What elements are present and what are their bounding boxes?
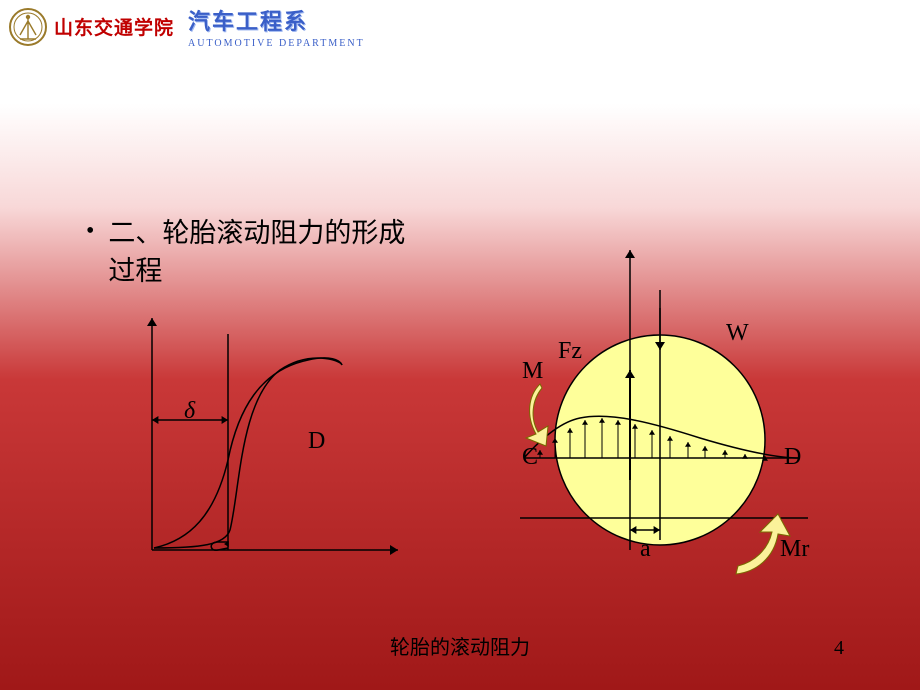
department-name-cn: 汽车工程系: [188, 4, 365, 36]
label-M: M: [522, 358, 543, 385]
university-name: 山东交通学院: [54, 13, 174, 40]
label-D-right: D: [784, 444, 801, 471]
bullet-text: 二、轮胎滚动阻力的形成过程: [108, 214, 428, 290]
bullet-dot-icon: •: [86, 214, 94, 248]
footer-title: 轮胎的滚动阻力: [390, 631, 530, 660]
page-number: 4: [834, 637, 844, 660]
left-diagram: δ D: [130, 310, 410, 590]
university-logo: [8, 7, 48, 47]
label-C: C: [522, 444, 538, 471]
bullet-item: • 二、轮胎滚动阻力的形成过程: [86, 214, 428, 290]
department-name-en: AUTOMOTIVE DEPARTMENT: [188, 38, 365, 49]
slide-header: 山东交通学院 汽车工程系 AUTOMOTIVE DEPARTMENT: [8, 4, 365, 49]
label-Mr: Mr: [780, 536, 809, 563]
department-block: 汽车工程系 AUTOMOTIVE DEPARTMENT: [188, 4, 365, 49]
right-diagram: W Fz M C D a Mr: [500, 240, 840, 580]
label-D-left: D: [308, 428, 325, 455]
label-a: a: [640, 536, 651, 563]
label-W: W: [726, 320, 749, 347]
label-delta: δ: [184, 398, 195, 425]
label-Fz: Fz: [558, 338, 582, 365]
